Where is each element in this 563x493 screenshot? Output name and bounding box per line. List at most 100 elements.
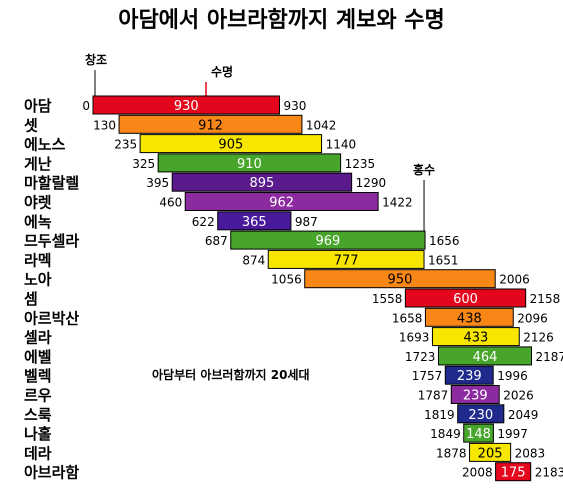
generation-row: 라멕 777 874 1651 xyxy=(24,249,459,269)
lifespan-bar xyxy=(230,230,426,250)
lifespan-value-label: 148 xyxy=(466,427,491,442)
generation-row: 노아 950 1056 2006 xyxy=(24,269,530,289)
lifespan-value-label: 205 xyxy=(478,446,503,461)
generation-row: 아브라함 175 2008 2183 xyxy=(24,462,563,482)
person-name-label: 스룩 xyxy=(24,406,52,424)
person-name-label: 마할랄렐 xyxy=(24,174,79,192)
generation-row: 셋 912 130 1042 xyxy=(24,114,336,134)
start-year-label: 325 xyxy=(132,157,155,171)
flood-label: 홍수 xyxy=(413,162,435,177)
lifespan-bar xyxy=(304,269,496,289)
lifespan-bar xyxy=(184,192,379,211)
person-name-label: 데라 xyxy=(24,444,52,462)
lifespan-value-label: 365 xyxy=(242,215,267,230)
person-name-label: 게난 xyxy=(24,155,52,173)
start-year-label: 874 xyxy=(242,253,265,267)
end-year-label: 2026 xyxy=(503,389,534,403)
end-year-label: 2049 xyxy=(508,408,539,422)
start-year-label: 460 xyxy=(159,196,182,210)
end-year-label: 2096 xyxy=(517,311,548,325)
end-year-label: 987 xyxy=(295,215,318,229)
lifespan-bar xyxy=(463,423,494,443)
start-year-label: 1787 xyxy=(418,389,449,403)
lifespan-bar xyxy=(217,211,292,231)
person-name-label: 벨렉 xyxy=(24,367,52,385)
generation-row: 르우 239 1787 2026 xyxy=(24,385,534,405)
end-year-label: 1140 xyxy=(326,138,357,152)
person-name-label: 르우 xyxy=(24,387,52,405)
person-name-label: 에녹 xyxy=(24,213,52,231)
start-year-label: 1878 xyxy=(436,446,467,460)
lifespan-label: 수명 xyxy=(211,65,233,79)
lifespan-value-label: 930 xyxy=(174,99,199,114)
generation-row: 므두셀라 969 687 1656 xyxy=(24,230,460,250)
generation-row: 나홀 148 1849 1997 xyxy=(24,423,528,443)
person-name-label: 나홀 xyxy=(24,425,52,443)
start-year-label: 1558 xyxy=(372,292,403,306)
lifespan-bar xyxy=(424,307,514,327)
chart-caption: 아담부터 아브러함까지 20세대 xyxy=(152,368,310,382)
end-year-label: 1656 xyxy=(429,234,460,248)
generation-row: 셀라 433 1693 2126 xyxy=(24,327,554,347)
lifespan-bar xyxy=(92,95,280,115)
start-year-label: 622 xyxy=(192,215,215,229)
start-year-label: 1723 xyxy=(405,350,436,364)
lifespan-bar xyxy=(469,442,512,462)
end-year-label: 1651 xyxy=(428,253,459,267)
creation-label: 창조 xyxy=(85,52,107,67)
person-name-label: 아르박산 xyxy=(24,309,79,327)
start-year-label: 395 xyxy=(146,176,169,190)
end-year-label: 1235 xyxy=(345,157,376,171)
generation-row: 마할랄렐 895 395 1290 xyxy=(24,172,386,192)
end-year-label: 1997 xyxy=(497,427,528,441)
lifespan-value-label: 175 xyxy=(501,466,526,481)
lifespan-bar xyxy=(457,404,505,424)
lifespan-bar xyxy=(118,114,303,134)
end-year-label: 1996 xyxy=(497,369,528,383)
lifespan-bar xyxy=(139,134,323,154)
lifespan-value-label: 905 xyxy=(218,138,243,153)
lifespan-value-label: 910 xyxy=(237,157,262,172)
person-name-label: 아브라함 xyxy=(24,464,79,482)
start-year-label: 1757 xyxy=(412,369,443,383)
lifespan-value-label: 969 xyxy=(315,234,340,249)
lifespan-bar xyxy=(495,462,532,482)
generation-row: 데라 205 1878 2083 xyxy=(24,442,546,462)
lifespan-value-label: 464 xyxy=(473,350,498,365)
person-name-label: 셋 xyxy=(24,116,38,134)
lifespan-bar xyxy=(171,172,353,192)
lifespan-value-label: 777 xyxy=(334,253,359,268)
start-year-label: 1849 xyxy=(430,427,461,441)
end-year-label: 2006 xyxy=(499,273,530,287)
generation-row: 스룩 230 1819 2049 xyxy=(24,404,539,424)
end-year-label: 2187 xyxy=(535,350,563,364)
end-year-label: 930 xyxy=(283,99,306,113)
lifespan-value-label: 895 xyxy=(250,176,275,191)
person-name-label: 므두셀라 xyxy=(24,232,79,250)
generation-row: 벨렉 239 1757 1996 xyxy=(24,365,528,385)
lifespan-value-label: 600 xyxy=(453,292,478,307)
person-name-label: 셈 xyxy=(24,290,38,308)
lifespan-bar xyxy=(437,346,532,366)
person-name-label: 아담 xyxy=(24,97,52,115)
start-year-label: 1693 xyxy=(399,331,430,345)
lifespan-bar xyxy=(404,288,527,308)
end-year-label: 2083 xyxy=(515,446,546,460)
lifespan-value-label: 912 xyxy=(198,118,223,133)
generation-row: 셈 600 1558 2158 xyxy=(24,288,560,308)
person-name-label: 노아 xyxy=(24,271,52,289)
start-year-label: 1819 xyxy=(424,408,455,422)
start-year-label: 687 xyxy=(205,234,228,248)
lifespan-bar xyxy=(267,249,425,269)
generation-row: 에노스 905 235 1140 xyxy=(24,134,357,154)
lifespan-value-label: 239 xyxy=(457,369,482,384)
lifespan-value-label: 433 xyxy=(463,331,488,346)
generation-row: 야렛 962 460 1422 xyxy=(24,192,413,212)
generation-row: 아르박산 438 1658 2096 xyxy=(24,307,548,327)
generation-row: 아담 930 0 930 xyxy=(24,95,306,115)
person-name-label: 라멕 xyxy=(24,251,52,269)
lifespan-bar xyxy=(444,365,494,385)
start-year-label: 235 xyxy=(114,138,137,152)
end-year-label: 2126 xyxy=(523,331,554,345)
